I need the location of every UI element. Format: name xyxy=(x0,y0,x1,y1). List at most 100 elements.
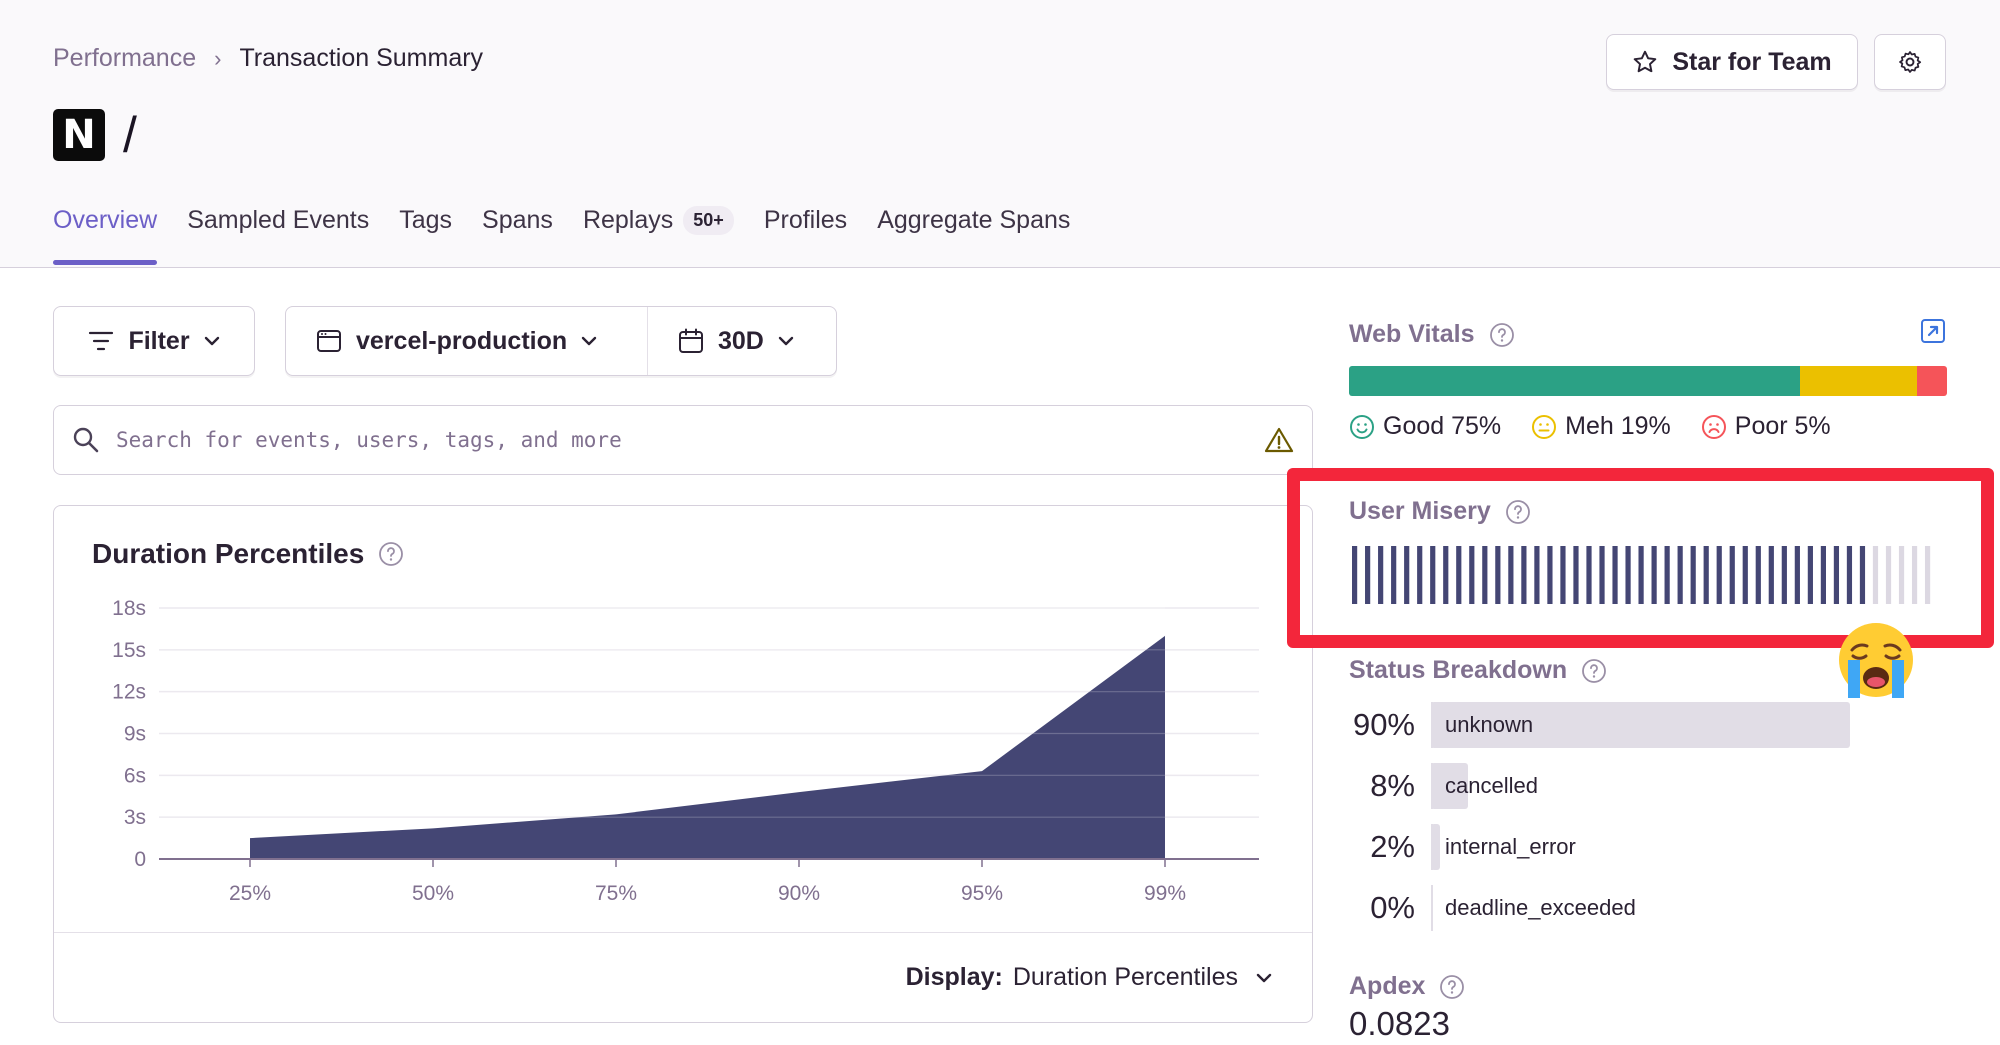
status-row-deadline-exceeded[interactable]: 0% deadline_exceeded xyxy=(1349,885,1897,931)
tab-profiles[interactable]: Profiles xyxy=(763,206,848,234)
chevron-down-icon xyxy=(581,336,597,346)
misery-bar xyxy=(1898,546,1905,604)
open-in-new-icon[interactable] xyxy=(1920,318,1946,344)
misery-bar xyxy=(1443,546,1449,604)
date-range-selector[interactable]: 30D xyxy=(648,307,824,375)
chevron-down-icon xyxy=(204,336,219,346)
misery-bar xyxy=(1469,546,1475,604)
breadcrumb-current: Transaction Summary xyxy=(239,44,484,72)
question-icon[interactable] xyxy=(1439,974,1465,1000)
breadcrumb-performance[interactable]: Performance xyxy=(53,44,197,72)
nextjs-logo-icon: N xyxy=(53,109,105,161)
status-row-unknown[interactable]: 90% unknown xyxy=(1349,702,1897,748)
misery-bar xyxy=(1365,546,1371,604)
x-tick-label: 25% xyxy=(229,882,271,905)
search-icon xyxy=(73,427,99,453)
filter-button[interactable]: Filter xyxy=(53,306,255,376)
tab-tags[interactable]: Tags xyxy=(399,206,453,234)
question-icon[interactable] xyxy=(1505,499,1531,525)
status-percent: 0% xyxy=(1370,890,1415,925)
y-tick-label: 9s xyxy=(124,723,146,746)
tab-replays[interactable]: Replays 50+ xyxy=(583,206,734,261)
neutral-face-icon xyxy=(1532,414,1557,439)
chevron-down-icon xyxy=(778,336,794,346)
misery-bar xyxy=(1625,546,1631,604)
environment-label: vercel-production xyxy=(356,326,568,355)
status-row-internal-error[interactable]: 2% internal_error xyxy=(1349,824,1897,870)
web-vitals-legend: Good 75% Meh 19% Poor 5% xyxy=(1349,412,1831,441)
replays-count-badge: 50+ xyxy=(683,206,734,235)
user-misery-highlight xyxy=(1287,468,1994,648)
y-tick-label: 12s xyxy=(112,681,146,704)
status-percent: 8% xyxy=(1370,768,1415,803)
window-icon xyxy=(317,330,341,352)
web-vitals-heading: Web Vitals xyxy=(1349,320,1515,349)
tab-sampled-events[interactable]: Sampled Events xyxy=(187,206,370,234)
tab-aggregate-spans[interactable]: Aggregate Spans xyxy=(877,206,1071,234)
misery-bar xyxy=(1872,546,1879,604)
user-misery-heading: User Misery xyxy=(1349,497,1531,526)
misery-bar xyxy=(1729,546,1735,604)
settings-button[interactable] xyxy=(1874,34,1946,90)
misery-bar xyxy=(1807,546,1813,604)
misery-bar xyxy=(1690,546,1696,604)
y-tick-label: 15s xyxy=(112,639,146,662)
chart-display-selector[interactable]: Display: Duration Percentiles xyxy=(54,932,1312,1022)
status-percent: 90% xyxy=(1352,707,1415,742)
y-tick-label: 0 xyxy=(134,848,146,871)
misery-bar xyxy=(1755,546,1761,604)
status-name: unknown xyxy=(1445,712,1534,737)
apdex-value: 0.0823 xyxy=(1349,1005,1450,1042)
vitals-good: Good 75% xyxy=(1349,412,1501,441)
chart-title: Duration Percentiles xyxy=(92,538,404,570)
misery-bar xyxy=(1612,546,1618,604)
tab-spans[interactable]: Spans xyxy=(482,206,553,234)
status-row-cancelled[interactable]: 8% cancelled xyxy=(1349,763,1897,809)
search-input[interactable] xyxy=(116,428,1248,452)
vitals-poor: Poor 5% xyxy=(1701,412,1831,441)
misery-bar xyxy=(1391,546,1397,604)
warning-icon[interactable] xyxy=(1264,426,1294,454)
search-bar xyxy=(53,405,1313,475)
misery-bar xyxy=(1833,546,1840,604)
misery-bar xyxy=(1924,546,1931,604)
status-bar: deadline_exceeded xyxy=(1431,885,1897,931)
question-icon[interactable] xyxy=(1489,322,1515,348)
misery-bar xyxy=(1768,546,1774,604)
misery-bar xyxy=(1560,546,1566,604)
filter-icon xyxy=(89,331,114,351)
misery-bar xyxy=(1781,546,1787,604)
status-bar: internal_error xyxy=(1431,824,1897,870)
question-icon[interactable] xyxy=(378,541,404,567)
area-series xyxy=(250,635,1165,859)
vitals-segment-good xyxy=(1349,366,1801,396)
misery-bar xyxy=(1846,546,1853,604)
misery-bar xyxy=(1703,546,1709,604)
y-tick-label: 6s xyxy=(124,764,146,787)
misery-bar xyxy=(1638,546,1644,604)
status-bar: cancelled xyxy=(1431,763,1897,809)
misery-bar xyxy=(1599,546,1605,604)
misery-bar xyxy=(1430,546,1436,604)
misery-bar xyxy=(1664,546,1670,604)
date-range-label: 30D xyxy=(718,326,764,355)
status-percent: 2% xyxy=(1370,829,1415,864)
environment-selector[interactable]: vercel-production xyxy=(286,307,648,375)
misery-bar xyxy=(1716,546,1722,604)
status-name: internal_error xyxy=(1445,834,1576,859)
duration-percentiles-panel: Duration Percentiles 25% 50% 75% 90% 95% 99% 0… xyxy=(53,505,1313,1023)
title-row: N / xyxy=(53,106,137,164)
sad-face-icon xyxy=(1701,414,1726,439)
misery-bar xyxy=(1508,546,1514,604)
tab-overview[interactable]: Overview xyxy=(53,206,158,265)
x-tick-label: 75% xyxy=(595,882,637,905)
star-icon xyxy=(1634,50,1657,73)
star-for-team-button[interactable]: Star for Team xyxy=(1606,34,1858,90)
duration-percentiles-chart: 25% 50% 75% 90% 95% 99% 0 3s 6s 9s 12s 15s 18s xyxy=(112,597,1259,905)
calendar-icon xyxy=(679,328,703,353)
misery-bar xyxy=(1820,546,1826,604)
vitals-segment-meh xyxy=(1800,366,1918,396)
star-for-team-label: Star for Team xyxy=(1672,47,1832,76)
question-icon[interactable] xyxy=(1581,658,1607,684)
chevron-down-icon xyxy=(1256,973,1272,982)
